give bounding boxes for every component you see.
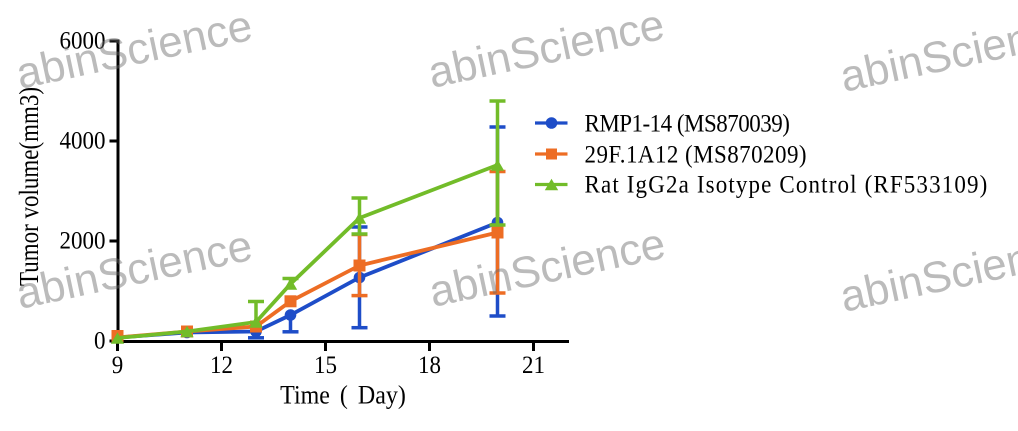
svg-text:0: 0 xyxy=(94,327,105,355)
svg-text:18: 18 xyxy=(418,351,441,379)
svg-text:29F.1A12 (MS870209): 29F.1A12 (MS870209) xyxy=(585,141,807,169)
svg-text:Rat IgG2a Isotype Control (RF5: Rat IgG2a Isotype Control (RF533109) xyxy=(585,171,989,199)
svg-text:9: 9 xyxy=(112,351,123,379)
svg-text:Tumor volume(mm3): Tumor volume(mm3) xyxy=(15,87,44,286)
svg-text:12: 12 xyxy=(210,351,233,379)
svg-text:abinScience: abinScience xyxy=(425,219,670,317)
svg-text:abinScience: abinScience xyxy=(836,224,1018,322)
svg-text:21: 21 xyxy=(522,351,545,379)
svg-text:abinScience: abinScience xyxy=(836,4,1018,102)
svg-text:2000: 2000 xyxy=(60,227,106,255)
svg-text:Time ( Day): Time ( Day) xyxy=(280,382,406,410)
svg-text:4000: 4000 xyxy=(60,127,106,155)
svg-text:RMP1-14 (MS870039): RMP1-14 (MS870039) xyxy=(585,110,790,138)
svg-text:abinScience: abinScience xyxy=(12,221,257,319)
svg-text:abinScience: abinScience xyxy=(424,0,669,98)
svg-text:6000: 6000 xyxy=(60,27,106,55)
svg-text:15: 15 xyxy=(314,351,337,379)
svg-text:abinScience: abinScience xyxy=(12,1,257,99)
